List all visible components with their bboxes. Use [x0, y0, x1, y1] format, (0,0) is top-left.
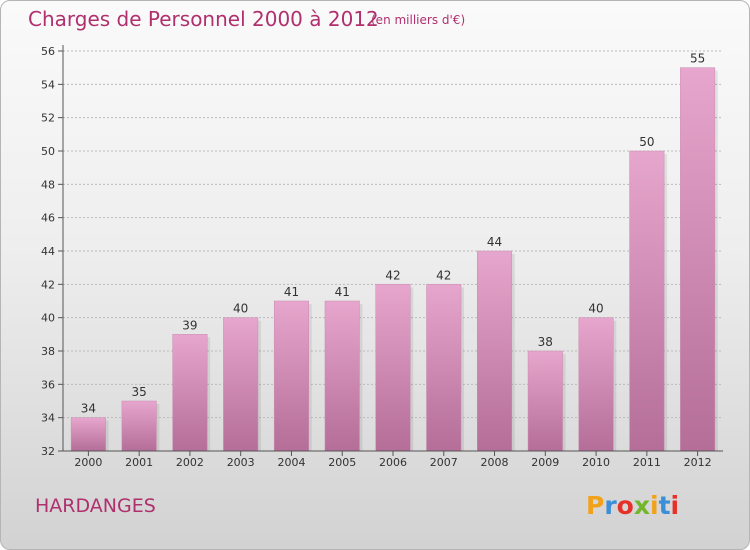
labels: 32 34 36 38 40 42 44 46 48 50 52 54 56 2000 34 2001 35 20…: [41, 45, 712, 469]
y-tick-label: 34: [41, 412, 55, 425]
data-label: 40: [233, 302, 248, 316]
bar-2006: [375, 284, 411, 452]
logo-letter: x: [633, 491, 650, 520]
bars: [70, 67, 718, 452]
y-tick-label: 54: [41, 78, 55, 91]
x-tick-label: 2005: [328, 456, 356, 469]
bar-2009: [527, 350, 563, 452]
bar-2001: [121, 400, 157, 452]
x-tick-label: 2004: [277, 456, 305, 469]
bar-2012: [680, 67, 716, 452]
logo-letter: t: [658, 491, 671, 520]
x-tick-label: 2008: [481, 456, 509, 469]
x-tick-label: 2011: [633, 456, 661, 469]
data-label: 55: [690, 52, 705, 66]
x-tick-label: 2007: [430, 456, 458, 469]
x-tick-label: 2006: [379, 456, 407, 469]
data-label: 35: [132, 385, 147, 399]
data-label: 41: [335, 285, 350, 299]
logo-letter: i: [650, 491, 659, 520]
data-label: 41: [284, 285, 299, 299]
data-label: 50: [639, 135, 654, 149]
data-label: 44: [487, 235, 502, 249]
y-tick-label: 32: [41, 445, 55, 458]
chart-subtitle: (en milliers d'€): [371, 13, 466, 27]
logo-letter: P: [586, 491, 605, 520]
chart-title: Charges de Personnel 2000 à 2012: [28, 7, 379, 31]
bar-2010: [578, 317, 614, 452]
x-tick-label: 2003: [227, 456, 255, 469]
bar-2003: [223, 317, 259, 452]
x-tick-label: 2001: [125, 456, 153, 469]
y-tick-label: 48: [41, 178, 55, 191]
bar-2000: [70, 417, 106, 452]
x-tick-label: 2009: [531, 456, 559, 469]
axes: [58, 45, 723, 456]
y-tick-label: 40: [41, 312, 55, 325]
x-tick-label: 2012: [684, 456, 712, 469]
data-label: 40: [588, 302, 603, 316]
y-tick-label: 36: [41, 378, 55, 391]
logo-letter: r: [604, 491, 617, 520]
data-label: 42: [436, 268, 451, 282]
bar-2007: [426, 284, 462, 452]
y-tick-label: 42: [41, 278, 55, 291]
y-tick-label: 44: [41, 245, 55, 258]
bar-2004: [273, 300, 309, 452]
bar-2005: [324, 300, 360, 452]
data-label: 34: [81, 402, 96, 416]
bar-2011: [629, 150, 665, 452]
y-tick-label: 56: [41, 45, 55, 58]
y-tick-label: 38: [41, 345, 55, 358]
bar-2002: [172, 334, 208, 452]
y-tick-label: 52: [41, 112, 55, 125]
x-tick-label: 2002: [176, 456, 204, 469]
y-tick-label: 50: [41, 145, 55, 158]
proxiti-logo: Proxiti: [586, 491, 679, 520]
data-label: 42: [385, 268, 400, 282]
logo-letter: o: [616, 491, 634, 520]
y-tick-label: 46: [41, 212, 55, 225]
commune-name: HARDANGES: [35, 495, 156, 517]
bar-2008: [477, 250, 513, 452]
data-label: 38: [538, 335, 553, 349]
x-tick-label: 2000: [74, 456, 102, 469]
data-label: 39: [182, 318, 197, 332]
logo-letter: i: [670, 491, 680, 520]
x-tick-label: 2010: [582, 456, 610, 469]
